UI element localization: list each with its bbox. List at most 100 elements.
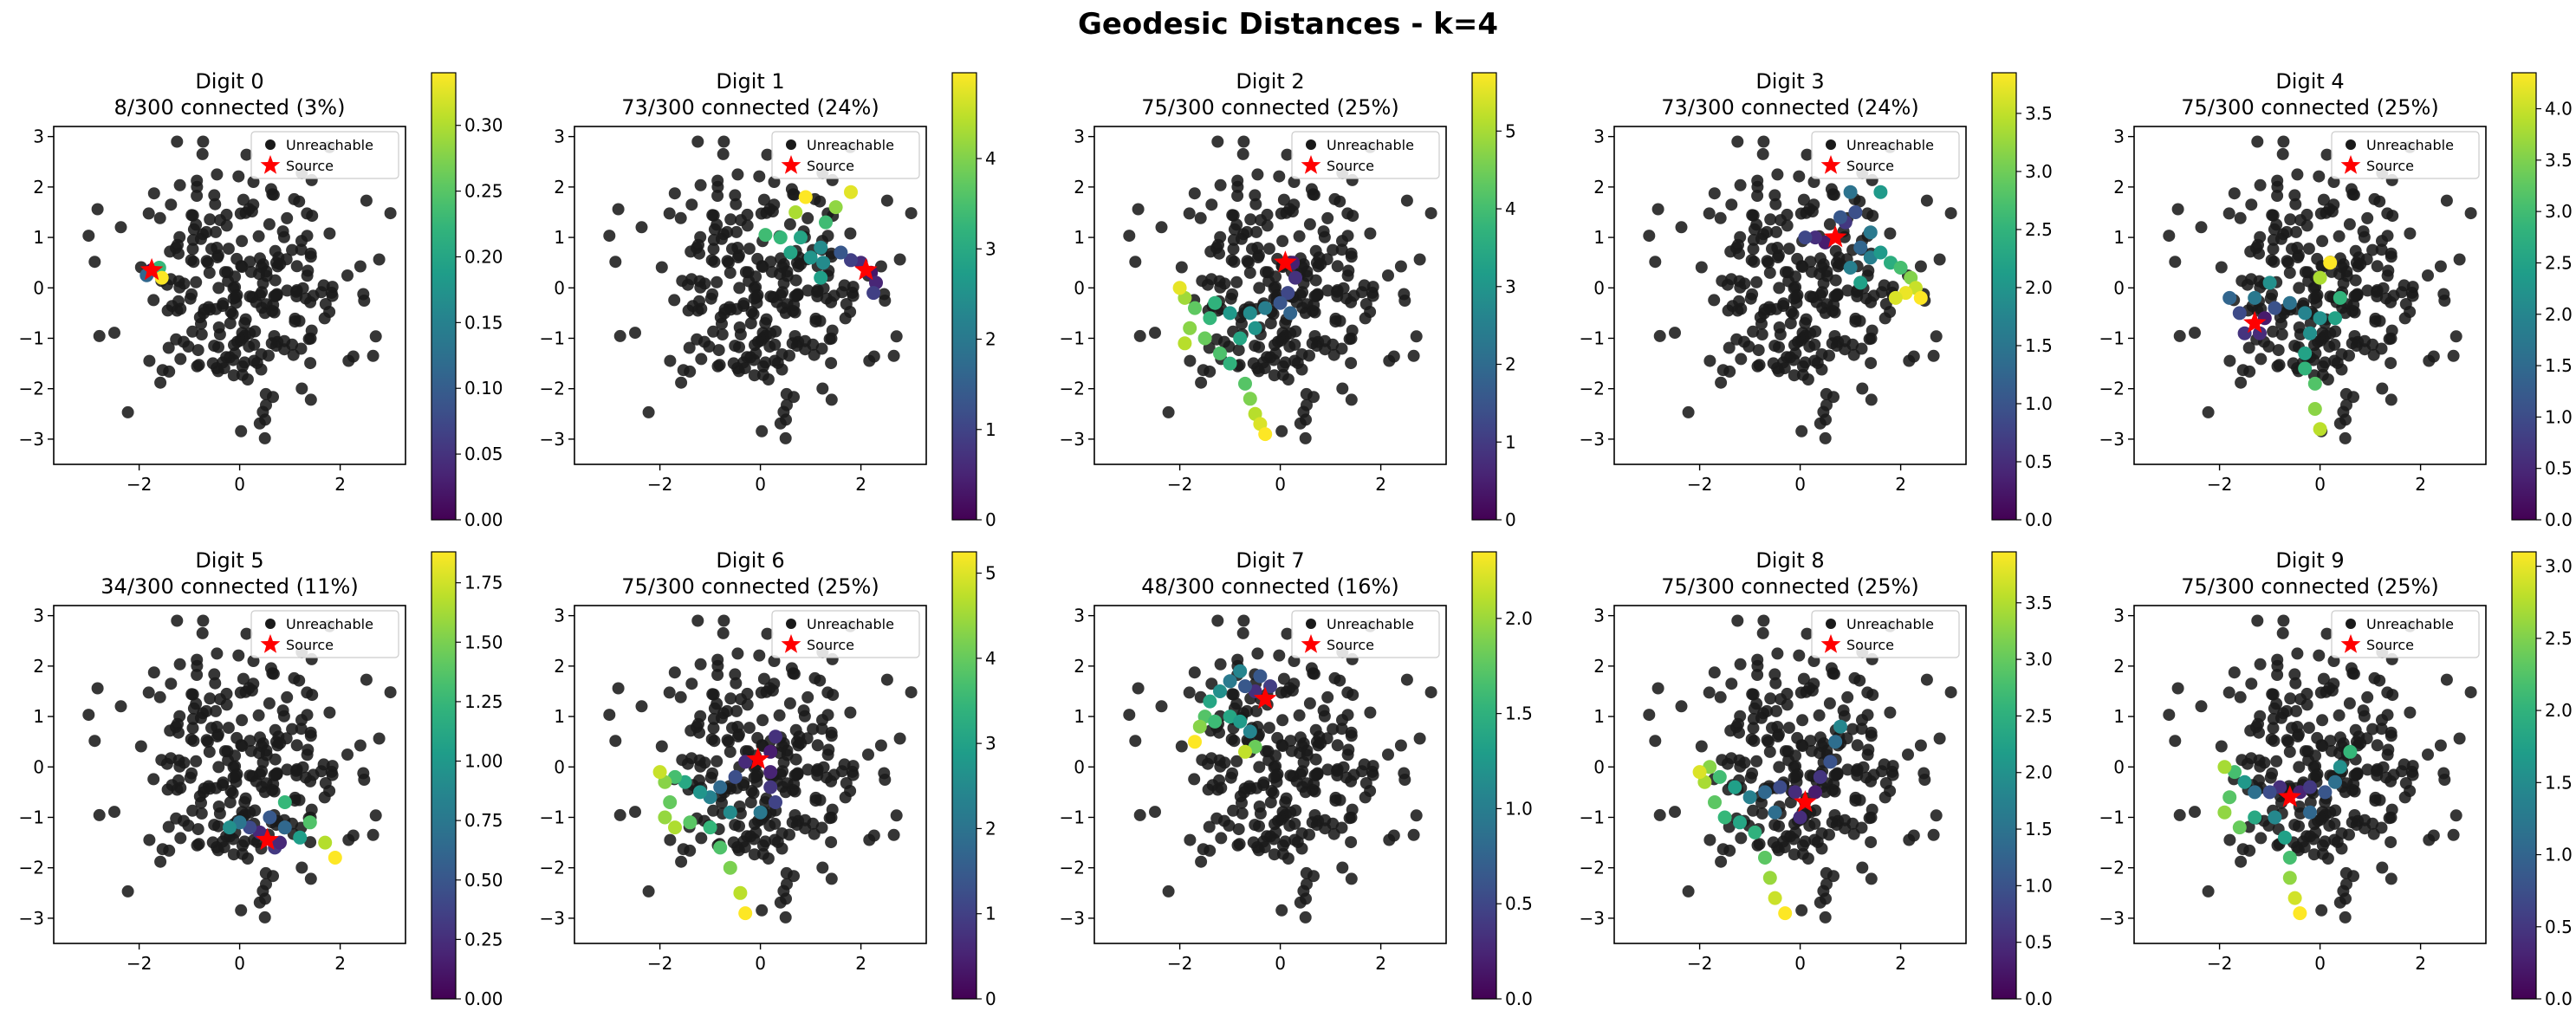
unreachable-point (2293, 282, 2306, 295)
unreachable-point (1424, 207, 1437, 220)
colorbar-tick-label: 5 (1505, 120, 1516, 141)
unreachable-point (743, 722, 756, 735)
unreachable-point (2375, 342, 2388, 355)
unreachable-point (742, 745, 755, 758)
unreachable-point (1223, 340, 1236, 353)
connected-point (773, 230, 788, 245)
unreachable-point (779, 431, 792, 444)
unreachable-point (795, 736, 808, 749)
unreachable-point (1211, 135, 1224, 148)
unreachable-point (668, 294, 681, 307)
connected-point (1238, 744, 1252, 759)
unreachable-point (789, 753, 802, 766)
unreachable-point (825, 872, 838, 885)
legend-unreachable-marker (2346, 139, 2356, 150)
colorbar-tick-label: 0 (1505, 509, 1516, 530)
legend-source-marker (2340, 155, 2361, 174)
unreachable-point (2361, 763, 2374, 776)
unreachable-point (1276, 714, 1289, 727)
unreachable-point (1303, 828, 1315, 841)
unreachable-point (887, 828, 900, 841)
unreachable-point (1755, 807, 1768, 820)
unreachable-point (1311, 768, 1324, 781)
unreachable-point (1879, 777, 1892, 789)
axes-frame (1613, 605, 1967, 944)
legend-source-marker (260, 634, 281, 653)
unreachable-point (1859, 292, 1872, 305)
unreachable-point (1249, 819, 1262, 832)
unreachable-point (1914, 260, 1927, 273)
unreachable-point (258, 911, 271, 924)
unreachable-point (1307, 870, 1320, 883)
unreachable-point (1829, 244, 1842, 257)
unreachable-point (1188, 773, 1201, 786)
connected-point (652, 765, 667, 780)
unreachable-point (1708, 187, 1721, 200)
unreachable-point (208, 668, 221, 681)
subplot-digit-1: Digit 173/300 connected (24%)−2 0 2−3−2−10… (540, 69, 996, 530)
unreachable-point (1410, 809, 1423, 822)
unreachable-point (756, 425, 769, 437)
unreachable-point (1279, 796, 1292, 808)
unreachable-point (347, 829, 360, 842)
unreachable-point (1413, 732, 1426, 745)
x-tick-label: 2 (1895, 953, 1906, 974)
unreachable-point (2307, 282, 2320, 295)
y-tick-label: −1 (540, 807, 565, 827)
unreachable-point (729, 819, 742, 832)
unreachable-point (2290, 225, 2302, 238)
unreachable-point (695, 832, 708, 845)
unreachable-point (1268, 761, 1281, 774)
unreachable-point (1848, 671, 1861, 684)
unreachable-point (730, 225, 743, 238)
y-tick-label: 2 (554, 177, 565, 198)
unreachable-point (1277, 193, 1290, 206)
unreachable-point (384, 207, 397, 220)
colorbar-tick-label: 0.0 (2545, 988, 2573, 1009)
unreachable-point (256, 765, 269, 778)
connected-point (763, 765, 778, 780)
unreachable-point (236, 714, 249, 727)
unreachable-point (783, 349, 795, 362)
unreachable-point (1196, 275, 1209, 288)
unreachable-point (2319, 796, 2332, 808)
unreachable-point (1288, 354, 1301, 367)
unreachable-point (211, 721, 224, 733)
unreachable-point (236, 235, 249, 248)
unreachable-point (142, 686, 155, 699)
unreachable-point (2464, 686, 2477, 699)
unreachable-point (890, 809, 903, 822)
unreachable-point (1327, 243, 1340, 256)
colorbar-tick-label: 1.5 (2545, 772, 2573, 793)
unreachable-point (817, 761, 830, 774)
unreachable-point (299, 771, 312, 784)
legend-source-label: Source (807, 637, 854, 653)
unreachable-point (1734, 178, 1747, 191)
colorbar-tick-label: 1 (985, 904, 996, 924)
connected-point (1778, 906, 1793, 921)
unreachable-point (1283, 820, 1296, 833)
connected-point (2303, 805, 2317, 820)
y-tick-label: −2 (1580, 858, 1605, 878)
unreachable-point (1768, 189, 1781, 202)
unreachable-point (747, 308, 760, 321)
unreachable-point (210, 704, 222, 717)
unreachable-point (1236, 147, 1249, 160)
unreachable-point (1277, 672, 1290, 685)
unreachable-point (1725, 198, 1738, 211)
unreachable-point (2294, 214, 2307, 227)
unreachable-point (2291, 721, 2304, 733)
connected-point (1281, 286, 1295, 301)
unreachable-point (185, 767, 198, 780)
unreachable-point (1309, 274, 1322, 287)
y-tick-label: 3 (1074, 126, 1085, 147)
unreachable-point (753, 170, 766, 183)
unreachable-point (1251, 647, 1264, 660)
unreachable-point (2163, 230, 2176, 243)
unreachable-point (788, 391, 800, 404)
unreachable-point (305, 324, 318, 337)
connected-point (1873, 185, 1888, 199)
connected-point (2318, 785, 2333, 800)
unreachable-point (748, 771, 761, 784)
unreachable-point (2349, 723, 2362, 736)
